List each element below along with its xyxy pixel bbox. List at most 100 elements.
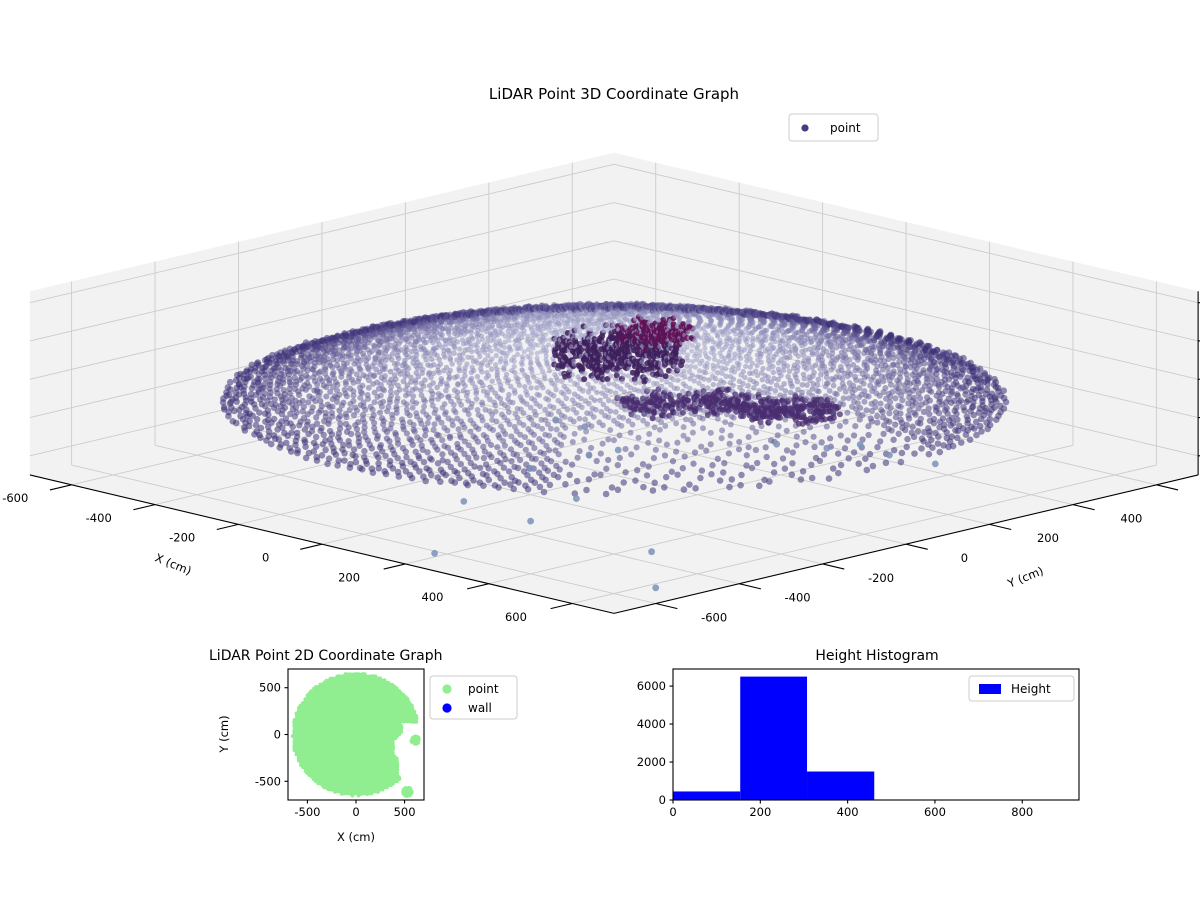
data-point xyxy=(736,361,742,368)
data-point xyxy=(627,385,634,391)
data-point xyxy=(635,434,642,441)
data-point xyxy=(554,473,562,481)
data-point xyxy=(468,344,474,350)
data-point xyxy=(520,410,527,416)
data-point xyxy=(353,425,361,433)
data-point xyxy=(469,380,476,386)
data-point xyxy=(691,378,697,384)
data-point xyxy=(512,342,518,348)
data-point xyxy=(319,377,326,385)
data-point xyxy=(481,448,488,455)
data-point xyxy=(329,413,336,420)
data-point xyxy=(754,459,761,467)
data-point xyxy=(459,357,466,363)
data-point xyxy=(324,460,331,468)
data-point xyxy=(528,385,534,391)
data-point xyxy=(502,333,508,339)
data-point xyxy=(459,337,466,343)
data-point xyxy=(446,374,453,380)
data-point xyxy=(363,460,370,467)
data-point xyxy=(547,425,554,432)
data-point xyxy=(606,380,612,387)
data-point xyxy=(329,384,337,391)
data-point xyxy=(493,352,499,359)
data-point xyxy=(403,430,410,437)
data-point xyxy=(227,386,234,393)
data-point xyxy=(515,479,522,486)
data-point xyxy=(447,434,454,442)
data-point xyxy=(362,406,369,413)
gridline xyxy=(572,464,1157,604)
data-point xyxy=(697,474,704,482)
data-point xyxy=(538,364,544,370)
point-cloud-3d xyxy=(219,300,1010,498)
data-point xyxy=(632,380,639,386)
data-point xyxy=(428,456,435,463)
data-point xyxy=(639,460,647,468)
data-point xyxy=(599,440,606,447)
data-point xyxy=(340,441,347,449)
data-point xyxy=(395,355,402,362)
data-point xyxy=(591,471,598,478)
data-point xyxy=(416,468,423,475)
data-point xyxy=(633,444,640,451)
data-point xyxy=(335,430,343,437)
data-point xyxy=(269,351,276,359)
data-point xyxy=(389,351,396,357)
data-point xyxy=(492,327,499,334)
data-point xyxy=(467,428,474,435)
data-point xyxy=(461,424,468,431)
data-point xyxy=(382,373,388,379)
data-point xyxy=(394,395,401,402)
data-point xyxy=(529,369,535,376)
data-point xyxy=(622,469,629,476)
data-point xyxy=(643,472,651,479)
data-point xyxy=(338,370,345,377)
data-point xyxy=(650,454,658,462)
data-point xyxy=(777,414,784,421)
data-point xyxy=(621,389,628,395)
data-point xyxy=(231,407,238,415)
data-point xyxy=(565,323,571,329)
data-point xyxy=(350,388,357,395)
data-point xyxy=(423,356,429,363)
data-point xyxy=(576,448,583,455)
data-point xyxy=(365,384,372,391)
data-point xyxy=(233,398,240,405)
data-point xyxy=(770,469,778,476)
data-point xyxy=(474,407,481,413)
data-point xyxy=(505,409,512,416)
data-point xyxy=(544,348,549,354)
data-point xyxy=(527,404,534,411)
data-point xyxy=(778,372,784,379)
data-point xyxy=(528,416,535,423)
data-point xyxy=(582,370,588,376)
data-point xyxy=(312,398,319,405)
data-point xyxy=(618,386,624,392)
data-point xyxy=(294,447,301,454)
data-point xyxy=(377,441,384,449)
data-point xyxy=(656,437,663,444)
gridline xyxy=(405,385,990,525)
data-point xyxy=(515,351,521,357)
data-point xyxy=(348,355,354,362)
data-point xyxy=(347,460,354,468)
data-point xyxy=(526,379,532,386)
data-point xyxy=(429,390,436,397)
data-point xyxy=(345,442,353,449)
data-point xyxy=(275,436,283,443)
data-point xyxy=(684,436,691,443)
data-point xyxy=(469,349,475,355)
data-point xyxy=(411,428,418,435)
data-point xyxy=(378,403,385,410)
data-point xyxy=(322,409,329,417)
data-point xyxy=(357,394,364,401)
data-point xyxy=(662,423,669,429)
data-point xyxy=(403,454,410,461)
data-point xyxy=(651,479,658,487)
data-point xyxy=(763,333,769,339)
data-point xyxy=(602,393,609,399)
data-point xyxy=(402,468,410,475)
data-point xyxy=(691,449,699,456)
